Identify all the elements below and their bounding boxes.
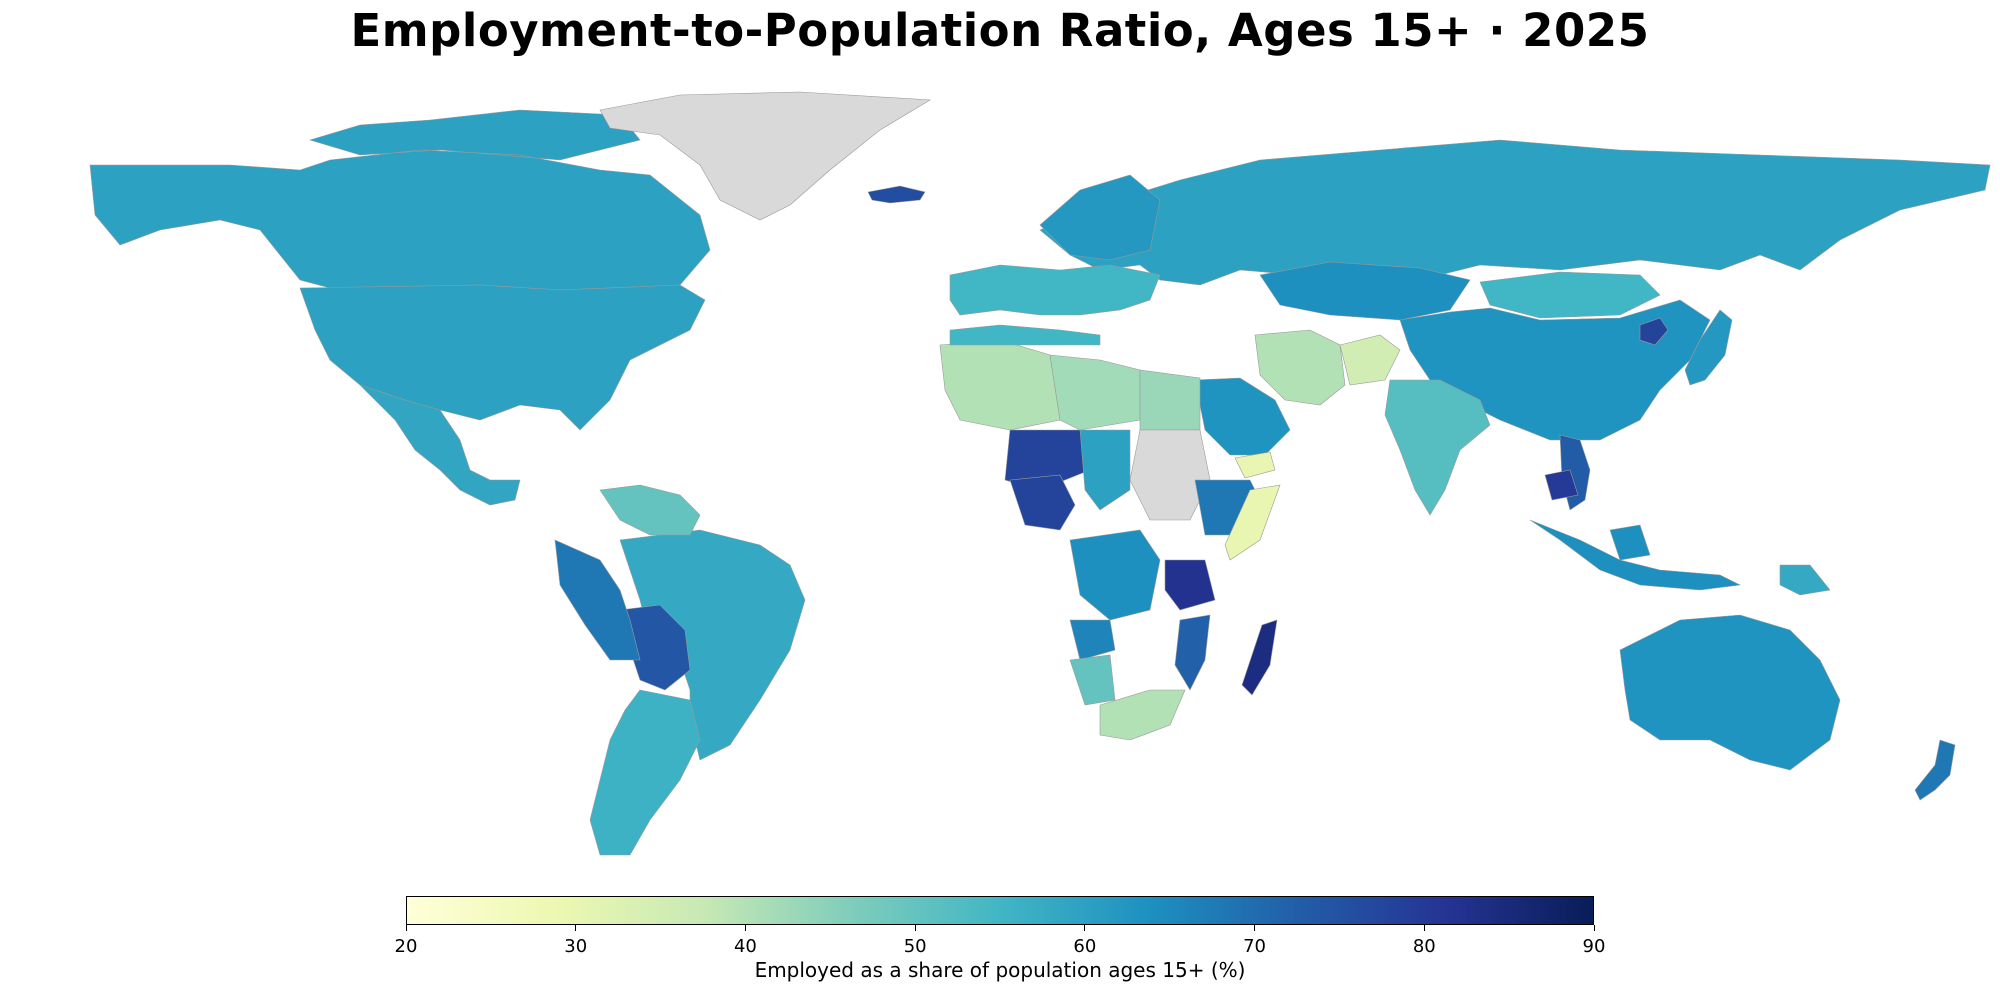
region-russia: Russia — [1039, 139, 1991, 286]
region-libya: Libya — [1049, 354, 1141, 431]
region-angola: Angola — [1069, 619, 1116, 661]
region-algeria: Algeria — [939, 339, 1061, 431]
region-australia: Australia — [1619, 614, 1841, 771]
map-title: Employment-to-Population Ratio, Ages 15+… — [350, 4, 1650, 57]
colorbar-label: Employed as a share of population ages 1… — [754, 958, 1246, 982]
colorbar-tick-label: 80 — [1412, 936, 1436, 957]
region-chad: Chad — [1079, 429, 1131, 511]
region-madagascar: Madagascar — [1241, 619, 1278, 696]
region-niger: Niger — [1004, 429, 1091, 491]
colorbar-tick-label: 90 — [1582, 936, 1606, 957]
colorbar-tick-label: 70 — [1243, 936, 1267, 957]
region-canada: Canada — [89, 109, 711, 291]
region-scandinavia: Scandinavia — [1039, 174, 1161, 261]
region-united-states: United States — [299, 284, 706, 431]
region-venezuela: Venezuela — [599, 484, 701, 536]
colorbar-tick-label: 60 — [1073, 936, 1097, 957]
region-peru: Peru — [554, 539, 641, 661]
region-new-zealand: New Zealand — [1914, 739, 1956, 801]
region-nigeria: Nigeria — [1009, 474, 1076, 531]
region-somalia: Somalia — [1224, 484, 1281, 561]
region-papua-new-guinea: Papua New Guinea — [1779, 564, 1831, 596]
region-mongolia: Mongolia — [1479, 271, 1661, 319]
region-saudi-arabia: Saudi Arabia — [1194, 377, 1291, 456]
colorbar — [406, 896, 1594, 925]
region-japan: Japan — [1684, 309, 1733, 386]
region-greenland: Greenland — [599, 91, 931, 221]
colorbar-tick-label: 30 — [564, 936, 588, 957]
region-north-korea: North Korea — [1639, 317, 1669, 346]
colorbar-tick-mark — [744, 925, 746, 931]
world-choropleth-map: CanadaUnited StatesMexico GreenlandIcelan… — [89, 91, 1991, 856]
region-egypt: Egypt — [1139, 369, 1201, 431]
colorbar-tick-mark — [575, 925, 577, 931]
region-iceland: Iceland — [867, 185, 926, 204]
region-mozambique: Mozambique — [1174, 614, 1211, 691]
region-mexico: Mexico — [359, 384, 521, 506]
colorbar-tick-mark — [1593, 925, 1595, 931]
region-cambodia: Cambodia — [1544, 469, 1579, 501]
region-tanzania: Tanzania — [1164, 559, 1216, 611]
colorbar-tick-label: 50 — [903, 936, 927, 957]
region-indonesia: Indonesia — [1529, 519, 1742, 591]
region-india: India — [1384, 379, 1491, 516]
colorbar-tick-label: 40 — [733, 936, 757, 957]
colorbar-tick-mark — [1084, 925, 1086, 931]
region-afghanistan: Afghanistan — [1339, 334, 1401, 386]
region-argentina: Argentina — [589, 689, 701, 856]
region-sudan: Sudan — [1129, 429, 1211, 521]
region-europe-most-countries: Europe (most countries) — [949, 264, 1161, 346]
region-namibia: Namibia — [1069, 654, 1116, 706]
region-yemen: Yemen — [1234, 451, 1276, 479]
colorbar-tick-mark — [914, 925, 916, 931]
region-kazakhstan: Kazakhstan — [1259, 261, 1471, 321]
region-iran: Iran — [1254, 329, 1346, 406]
colorbar-tick-mark — [405, 925, 407, 931]
colorbar-tick-mark — [1423, 925, 1425, 931]
colorbar-tick-label: 20 — [394, 936, 418, 957]
region-dr-congo: DR Congo — [1069, 529, 1161, 621]
region-south-africa: South Africa — [1099, 689, 1186, 741]
colorbar-tick-mark — [1254, 925, 1256, 931]
